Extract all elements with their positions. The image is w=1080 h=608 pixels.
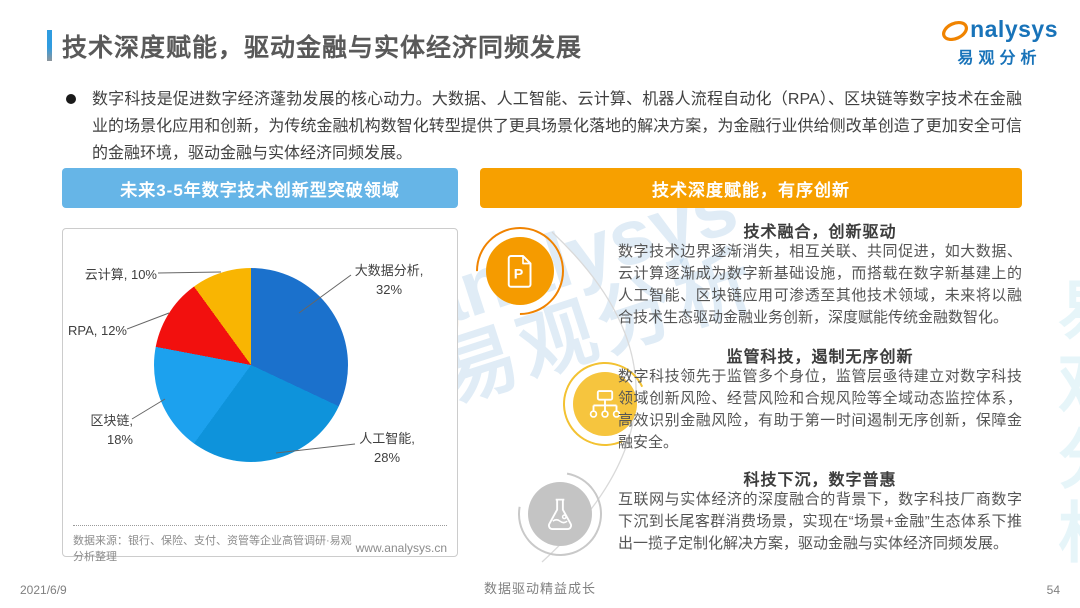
watermark-right-edge: 易观分析 [1049,276,1080,572]
pie-label-cloud: 云计算, 10% [84,267,157,282]
section2-heading: 监管科技，遏制无序创新 [726,349,914,366]
pie-label-rpa: RPA, 12% [67,323,127,338]
website-link[interactable]: www.analysys.cn [355,541,447,555]
title-accent-bar [47,30,52,61]
logo-swirl-icon [942,20,969,41]
left-panel-banner: 未来3-5年数字技术创新型突破领域 [62,168,458,208]
pie-label-blockchain: 区块链, 18% [90,413,133,447]
logo-brand-cn: 易观分析 [957,50,1042,67]
document-p-icon: P [486,237,554,305]
right-panel: P 技术融合，创新驱动 数字技术边界逐渐消失，相互关联、共同促进 [457,168,1022,573]
logo-brand-text: nalysys [970,16,1058,42]
right-panel-banner: 技术深度赋能，有序创新 [480,168,1022,208]
bullet-icon [66,94,76,104]
pie-label-big-data: 大数据分析, 32% [354,263,424,297]
intro-paragraph: 数字科技是促进数字经济蓬勃发展的核心动力。大数据、人工智能、云计算、机器人流程自… [66,86,1022,167]
pie-chart [154,268,348,462]
footer-date: 2021/6/9 [20,583,67,597]
section3-body: 互联网与实体经济的深度融合的背景下，数字科技厂商数字下沉到长尾客群消费场景，实现… [618,491,1022,552]
section2-body: 数字科技领先于监管多个身位，监管层亟待建立对数字科技领域创新风险、经营风险和合规… [618,368,1022,451]
section1-heading: 技术融合，创新驱动 [743,224,897,241]
footer-slogan: 数据驱动精益成长 [483,581,596,596]
pie-label-ai: 人工智能, 28% [359,431,415,465]
page-title: 技术深度赋能，驱动金融与实体经济同频发展 [62,34,583,62]
org-chart-icon [573,372,637,436]
intro-text: 数字科技是促进数字经济蓬勃发展的核心动力。大数据、人工智能、云计算、机器人流程自… [92,91,1022,162]
svg-text:P: P [514,267,524,283]
page-number: 54 [1046,583,1060,597]
source-row: 数据来源：银行、保险、支付、资管等企业高管调研·易观分析整理 www.analy… [73,532,447,564]
source-divider [73,525,447,526]
analysys-logo: nalysys 易观分析 [941,16,1058,68]
flask-icon [528,482,592,546]
section3-heading: 科技下沉，数字普惠 [743,472,897,489]
section1-body: 数字技术边界逐渐消失，相互关联、共同促进，如大数据、云计算逐渐成为数字新基础设施… [618,243,1022,326]
data-source-text: 数据来源：银行、保险、支付、资管等企业高管调研·易观分析整理 [73,535,352,563]
pie-chart-card: 大数据分析, 32% 人工智能, 28% 区块链, 18% RPA, 12% 云… [62,228,458,563]
